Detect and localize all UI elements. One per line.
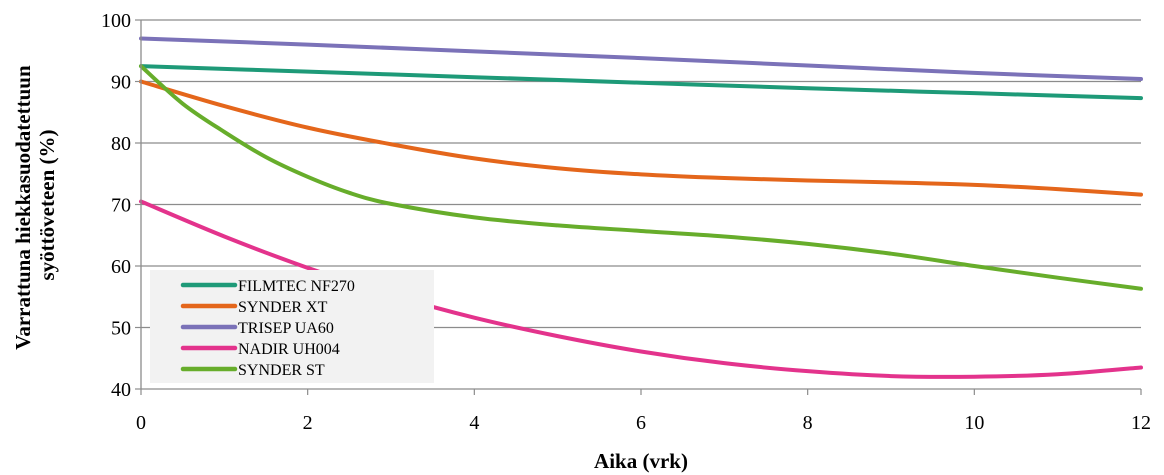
y-tick-label: 60: [111, 256, 131, 278]
series-line-synder-st: [139, 64, 1143, 291]
legend-label: NADIR UH004: [238, 341, 340, 358]
y-tick-label: 90: [111, 72, 131, 94]
y-tick-labels: 40 50 60 70 80 90 100: [101, 10, 141, 401]
x-tick-label: 6: [636, 412, 646, 434]
x-tick-labels: 0 2 4 6 8 10 12: [136, 389, 1151, 434]
series-line-trisep-ua60: [139, 36, 1143, 82]
y-tick-label: 40: [111, 379, 131, 401]
x-tick-label: 2: [303, 412, 313, 434]
series-line-filmtec-nf270: [139, 64, 1143, 101]
series-line-nadir-uh004: [139, 199, 1143, 379]
legend-label: FILMTEC NF270: [238, 278, 355, 295]
series-line-synder-xt: [139, 79, 1143, 197]
y-axis-title-line-2: syöttöveteen (%): [35, 129, 59, 280]
legend-label: SYNDER ST: [238, 362, 325, 379]
x-tick-label: 12: [1131, 412, 1151, 434]
y-tick-label: 80: [111, 133, 131, 155]
x-tick-label: 10: [964, 412, 984, 434]
x-tick-label: 0: [136, 412, 146, 434]
y-axis-title-line-1: Varrattuna hiekkasuodatettuun: [11, 65, 35, 350]
x-axis-title: Aika (vrk): [594, 449, 688, 473]
series-lines: [139, 36, 1143, 379]
x-tick-label: 4: [469, 412, 479, 434]
y-tick-label: 50: [111, 318, 131, 340]
y-axis-title: Varrattuna hiekkasuodatettuun syöttövete…: [11, 60, 59, 350]
y-tick-label: 100: [101, 10, 131, 32]
legend: FILMTEC NF270 SYNDER XT TRISEP UA60 NADIR U…: [150, 270, 434, 383]
legend-label: TRISEP UA60: [238, 320, 334, 337]
y-tick-label: 70: [111, 195, 131, 217]
x-tick-label: 8: [803, 412, 813, 434]
legend-label: SYNDER XT: [238, 299, 328, 316]
